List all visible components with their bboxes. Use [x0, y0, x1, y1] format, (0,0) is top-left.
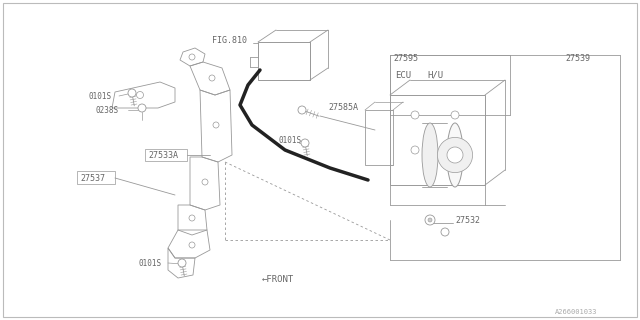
- Bar: [390, 95, 485, 185]
- Text: ECU: ECU: [395, 70, 411, 79]
- Circle shape: [451, 146, 459, 154]
- Text: 0101S: 0101S: [88, 92, 111, 100]
- Circle shape: [128, 89, 136, 97]
- Circle shape: [136, 92, 143, 99]
- Text: 0101S: 0101S: [278, 135, 301, 145]
- Circle shape: [441, 228, 449, 236]
- Text: 0238S: 0238S: [95, 106, 118, 115]
- Circle shape: [213, 122, 219, 128]
- Circle shape: [298, 106, 306, 114]
- Circle shape: [447, 147, 463, 163]
- Circle shape: [178, 259, 186, 267]
- Circle shape: [138, 104, 146, 112]
- Text: 27585A: 27585A: [328, 102, 358, 111]
- Text: H/U: H/U: [427, 70, 443, 79]
- Text: 27537: 27537: [80, 173, 105, 182]
- Text: 0101S: 0101S: [138, 259, 161, 268]
- Bar: [365, 110, 393, 165]
- Ellipse shape: [422, 123, 438, 187]
- Circle shape: [301, 139, 309, 147]
- Circle shape: [425, 215, 435, 225]
- Bar: [145, 149, 187, 161]
- Text: 27595: 27595: [393, 53, 418, 62]
- Circle shape: [411, 146, 419, 154]
- Text: 27532: 27532: [455, 215, 480, 225]
- Bar: [77, 171, 115, 184]
- Circle shape: [189, 242, 195, 248]
- Text: ←FRONT: ←FRONT: [262, 276, 294, 284]
- Circle shape: [428, 218, 432, 222]
- Circle shape: [437, 137, 472, 172]
- Text: A266001033: A266001033: [555, 309, 598, 315]
- Text: 27533A: 27533A: [148, 150, 178, 159]
- Circle shape: [189, 54, 195, 60]
- Ellipse shape: [447, 123, 463, 187]
- Bar: [258, 42, 310, 80]
- Text: 27539: 27539: [565, 53, 590, 62]
- Text: FIG.810: FIG.810: [212, 36, 247, 44]
- Circle shape: [451, 111, 459, 119]
- Circle shape: [202, 179, 208, 185]
- Circle shape: [411, 111, 419, 119]
- Circle shape: [189, 215, 195, 221]
- Circle shape: [209, 75, 215, 81]
